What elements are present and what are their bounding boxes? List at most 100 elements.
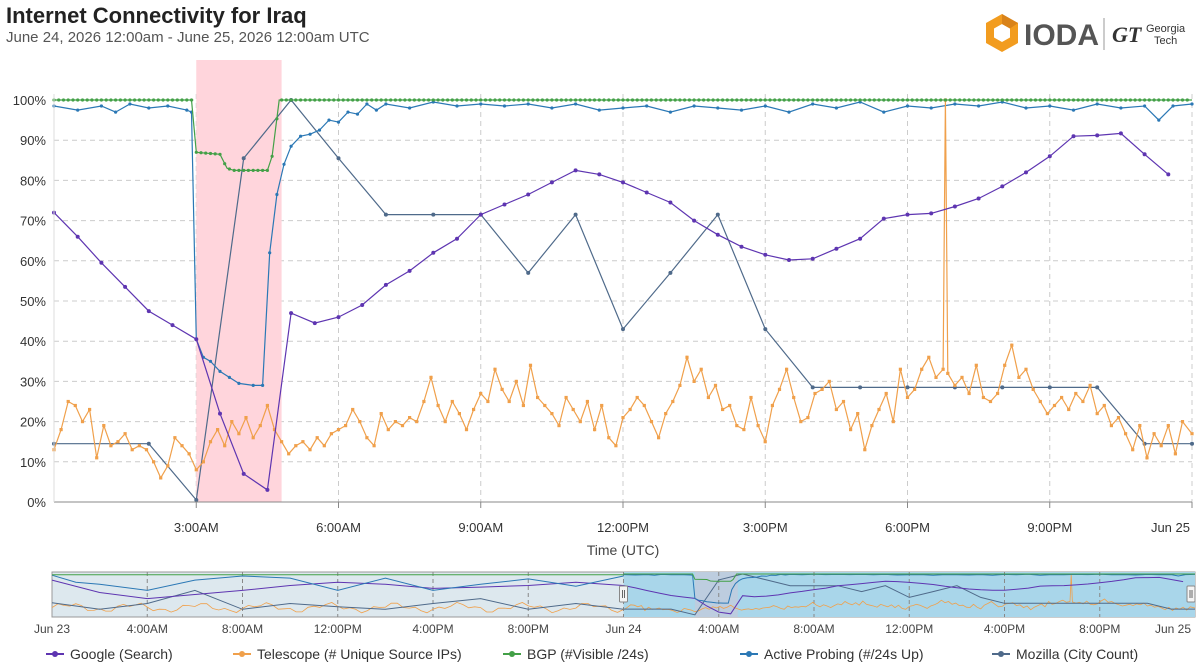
data-point-bgp bbox=[901, 98, 905, 102]
data-point-google bbox=[1047, 154, 1052, 159]
data-point-google bbox=[1000, 184, 1005, 189]
x-axis-title: Time (UTC) bbox=[587, 542, 660, 558]
data-point-telescope bbox=[1010, 343, 1014, 347]
data-point-telescope bbox=[237, 432, 241, 436]
data-point-bgp bbox=[109, 98, 113, 102]
data-point-bgp bbox=[981, 98, 986, 102]
data-point-bgp bbox=[939, 98, 943, 102]
series-telescope bbox=[52, 98, 1194, 480]
data-point-bgp bbox=[498, 98, 502, 102]
data-point-bgp bbox=[849, 98, 853, 102]
legend-swatch-bgp bbox=[503, 649, 521, 659]
data-point-bgp bbox=[697, 98, 701, 102]
data-point-bgp bbox=[635, 98, 639, 102]
data-point-bgp bbox=[948, 98, 952, 102]
x-tick-label: 9:00PM bbox=[1027, 520, 1072, 535]
data-point-bgp bbox=[706, 98, 710, 102]
data-point-bgp bbox=[702, 98, 706, 102]
navigator-left-handle[interactable] bbox=[619, 585, 628, 603]
data-point-google bbox=[644, 190, 649, 195]
legend-swatch-google bbox=[46, 649, 64, 659]
y-tick-label: 60% bbox=[20, 254, 46, 269]
data-point-bgp bbox=[427, 98, 431, 102]
data-point-mozilla bbox=[241, 156, 246, 161]
data-point-bgp bbox=[868, 98, 872, 102]
data-point-bgp bbox=[166, 98, 170, 102]
data-point-active-probing bbox=[692, 104, 696, 108]
data-point-telescope bbox=[806, 416, 810, 420]
data-point-bgp bbox=[66, 98, 70, 102]
data-point-active-probing bbox=[479, 102, 483, 106]
data-point-google bbox=[360, 303, 365, 307]
data-point-telescope bbox=[891, 420, 895, 424]
data-point-active-probing bbox=[365, 102, 369, 106]
data-point-bgp bbox=[1062, 98, 1066, 102]
data-point-google bbox=[763, 252, 768, 257]
data-point-bgp bbox=[1109, 98, 1113, 102]
data-point-google bbox=[289, 311, 294, 316]
data-point-bgp bbox=[574, 98, 578, 102]
gt-monogram: GT bbox=[1112, 22, 1143, 47]
data-point-bgp bbox=[261, 168, 265, 172]
legend-item-bgp[interactable]: BGP (#Visible /24s) bbox=[503, 646, 649, 662]
data-point-active-probing bbox=[374, 108, 378, 112]
legend-label-mozilla: Mozilla (City Count) bbox=[1016, 646, 1139, 662]
data-point-telescope bbox=[1003, 363, 1007, 367]
data-point-telescope bbox=[265, 403, 269, 408]
data-point-bgp bbox=[1024, 98, 1028, 102]
data-point-mozilla bbox=[383, 212, 388, 217]
data-point-telescope bbox=[1017, 375, 1021, 379]
data-point-bgp bbox=[223, 162, 227, 166]
data-point-telescope bbox=[1095, 412, 1099, 416]
data-point-bgp bbox=[654, 98, 658, 102]
data-point-telescope bbox=[1038, 399, 1042, 404]
y-tick-label: 30% bbox=[20, 374, 46, 389]
data-point-telescope bbox=[678, 383, 682, 387]
data-point-active-probing bbox=[227, 375, 231, 379]
data-point-telescope bbox=[429, 375, 433, 379]
data-point-bgp bbox=[370, 98, 374, 102]
data-point-bgp bbox=[474, 98, 478, 102]
data-point-bgp bbox=[564, 98, 568, 102]
data-point-bgp bbox=[934, 98, 938, 102]
data-point-google bbox=[407, 268, 412, 273]
data-point-active-probing bbox=[787, 110, 791, 114]
data-point-telescope bbox=[671, 399, 675, 404]
time-range-navigator[interactable]: Jun 23 4:00AM 8:00AM 12:00PM 4:00PM 8:00PM Jun… bbox=[34, 571, 1196, 636]
data-point-telescope bbox=[130, 448, 134, 452]
ioda-georgia-tech-logo[interactable]: IODA GT Georgia Tech bbox=[984, 12, 1190, 56]
data-point-google bbox=[810, 256, 815, 261]
data-point-telescope bbox=[877, 407, 881, 412]
outage-highlight-band[interactable] bbox=[196, 60, 282, 502]
data-point-active-probing bbox=[763, 104, 767, 108]
legend-item-active-probing[interactable]: Active Probing (#/24s Up) bbox=[740, 646, 924, 662]
data-point-telescope bbox=[457, 412, 461, 416]
navigator-right-handle[interactable] bbox=[1186, 585, 1196, 603]
data-point-active-probing bbox=[114, 110, 118, 114]
legend-item-google[interactable]: Google (Search) bbox=[46, 646, 173, 662]
data-point-telescope bbox=[728, 403, 732, 408]
data-point-bgp bbox=[417, 98, 421, 102]
data-point-bgp bbox=[744, 98, 748, 102]
data-point-bgp bbox=[1010, 98, 1014, 102]
data-point-bgp bbox=[555, 98, 559, 102]
data-point-telescope bbox=[372, 444, 376, 448]
data-point-bgp bbox=[521, 98, 526, 102]
data-point-bgp bbox=[289, 98, 293, 102]
legend-item-telescope[interactable]: Telescope (# Unique Source IPs) bbox=[233, 646, 462, 662]
data-point-telescope bbox=[1109, 424, 1113, 428]
data-point-telescope bbox=[870, 424, 874, 428]
data-point-bgp bbox=[749, 98, 753, 102]
data-point-telescope bbox=[1173, 452, 1177, 456]
data-point-bgp bbox=[90, 98, 94, 102]
data-point-telescope bbox=[1088, 383, 1092, 387]
tech-text: Tech bbox=[1154, 35, 1177, 47]
legend-item-mozilla[interactable]: Mozilla (City Count) bbox=[992, 646, 1138, 662]
data-point-mozilla bbox=[1000, 385, 1005, 390]
data-point-active-probing bbox=[299, 134, 303, 138]
data-point-active-probing bbox=[408, 106, 412, 110]
data-point-bgp bbox=[626, 98, 630, 102]
data-point-bgp bbox=[1038, 98, 1042, 102]
data-point-google bbox=[99, 260, 104, 265]
date-range-subtitle: June 24, 2026 12:00am - June 25, 2026 12… bbox=[6, 29, 370, 46]
